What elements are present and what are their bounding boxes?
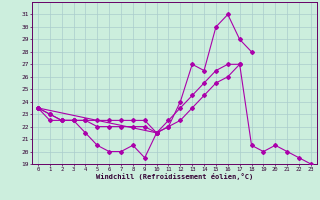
X-axis label: Windchill (Refroidissement éolien,°C): Windchill (Refroidissement éolien,°C) xyxy=(96,173,253,180)
